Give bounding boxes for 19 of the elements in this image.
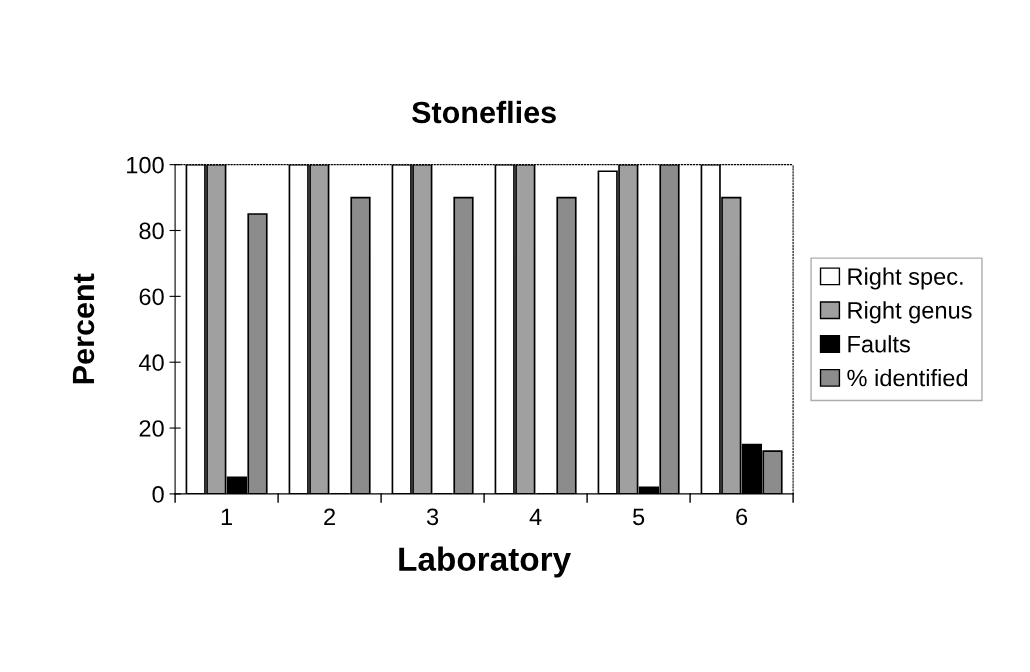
y-axis-title: Percent <box>72 273 95 384</box>
y-tick-label: 20 <box>139 420 164 437</box>
x-tick-label: 6 <box>736 508 748 526</box>
y-tick-label: 0 <box>152 485 164 503</box>
chart-title: Stoneflies <box>411 100 556 124</box>
legend-label: Right genus <box>848 301 972 324</box>
x-tick-label: 3 <box>426 508 439 526</box>
x-tick-label: 1 <box>221 508 233 525</box>
legend-label: Right spec. <box>848 267 963 290</box>
y-tick-label: 60 <box>139 288 164 306</box>
legend-label: Faults <box>848 335 910 353</box>
y-tick-label: 80 <box>139 222 164 240</box>
x-tick-label: 2 <box>324 508 335 525</box>
x-tick-label: 5 <box>632 508 645 526</box>
x-axis-title: Laboratory <box>399 546 571 578</box>
y-tick-label: 40 <box>138 354 164 371</box>
x-tick-label: 4 <box>529 508 542 525</box>
legend-label: % identified <box>847 369 968 387</box>
y-tick-label: 100 <box>127 156 164 174</box>
